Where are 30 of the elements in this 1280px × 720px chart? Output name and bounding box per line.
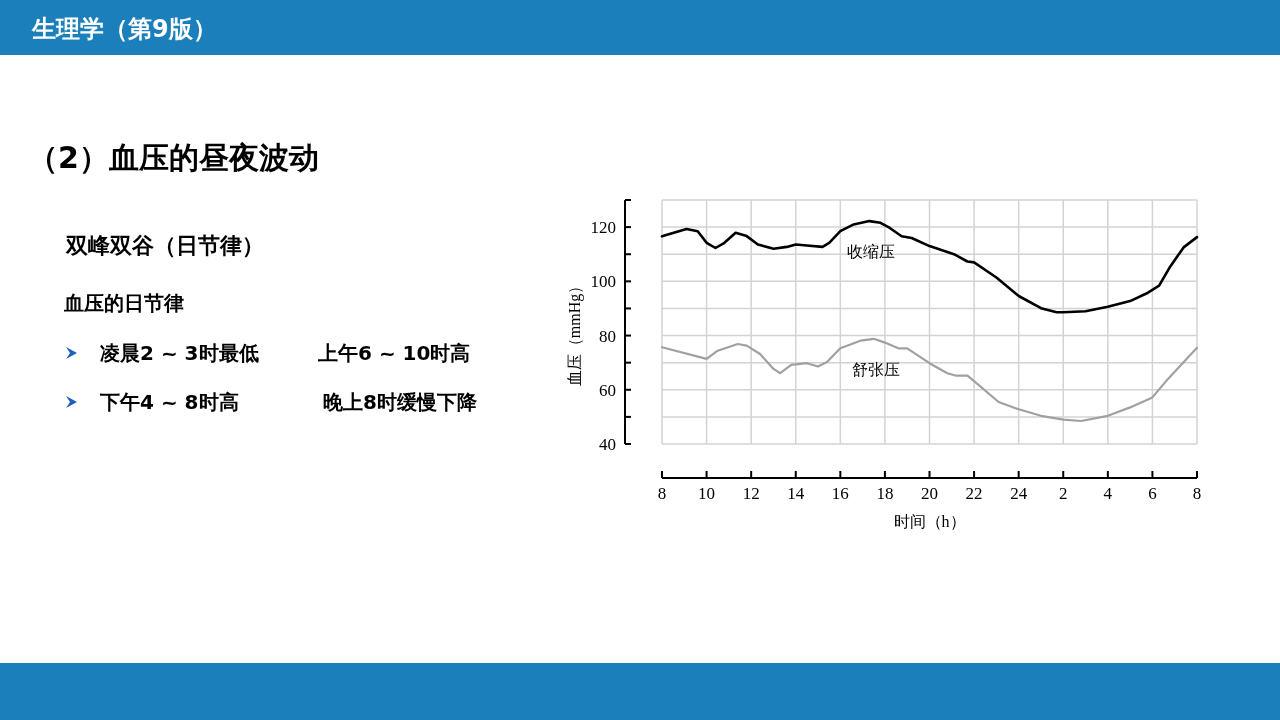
y-tick-label: 100 (590, 272, 616, 292)
y-tick-label: 40 (599, 435, 616, 454)
text: 双峰双谷（日节律） (65, 233, 264, 258)
series-label: 收缩压 (847, 243, 896, 261)
y-tick-label: 80 (599, 326, 616, 346)
text: 上午6 ~ 10时高 (317, 341, 471, 365)
text: 血压的日节律 (63, 291, 184, 315)
text: 生理学（第9版） (31, 15, 217, 43)
x-tick-label: 8 (657, 484, 667, 503)
series-label: 舒张压 (851, 360, 900, 378)
x-tick-label: 8 (1192, 484, 1202, 503)
x-axis-title: 时间（h） (893, 513, 966, 530)
x-tick-label: 16 (831, 484, 849, 503)
x-tick-label: 18 (876, 484, 894, 503)
y-tick-label: 120 (590, 218, 616, 238)
x-tick-label: 24 (1010, 484, 1028, 503)
text: 晚上8时缓慢下降 (323, 390, 478, 414)
x-tick-label: 6 (1148, 484, 1157, 503)
x-tick-label: 22 (965, 484, 983, 503)
x-tick-label: 20 (921, 484, 938, 503)
x-tick-label: 10 (698, 484, 716, 503)
text: 下午4 ~ 8时高 (99, 390, 239, 414)
y-axis-title: 血压（mmHg） (566, 277, 584, 387)
x-tick-label: 2 (1059, 484, 1068, 503)
x-tick-label: 4 (1103, 484, 1113, 503)
x-tick-label: 14 (787, 484, 805, 503)
y-tick-label: 60 (599, 380, 616, 400)
x-tick-label: 12 (742, 484, 760, 503)
text: 凌晨2 ~ 3时最低 (100, 341, 259, 365)
text: （2）血压的昼夜波动 (28, 140, 319, 175)
